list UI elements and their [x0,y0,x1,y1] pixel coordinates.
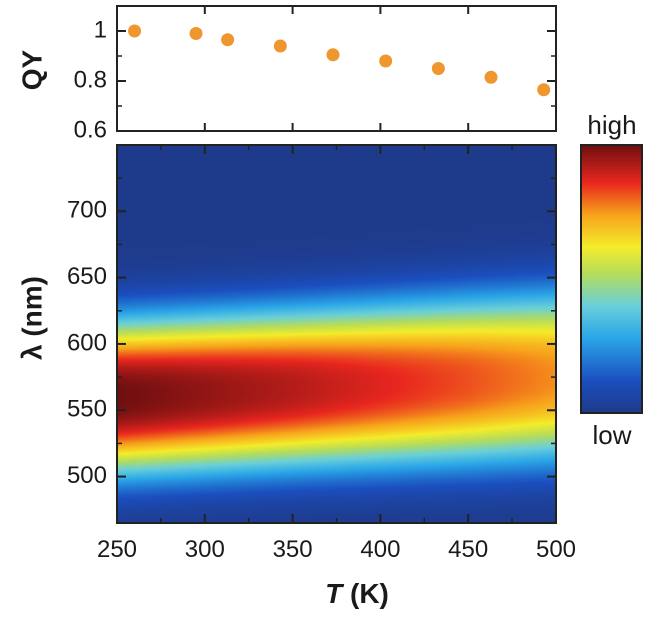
qy-data-point [537,83,551,97]
qy-plot-frame [116,5,557,132]
heatmap-y-ticks: 500 550 600 650 700 [67,177,556,489]
colorbar-high-label: high [587,110,636,140]
x-axis-variable: T [325,578,345,609]
qy-data-point [189,27,203,40]
colorbar: high low [580,110,643,450]
colorbar-low-label: low [592,420,631,450]
qy-points [128,24,551,97]
heatmap-x-tick-label: 500 [536,536,576,563]
qy-data-point [273,39,287,53]
heatmap-y-tick-label: 500 [67,462,107,489]
qy-panel: 0.6 0.8 1 QY [16,5,557,143]
colorbar-gradient [580,144,643,414]
heatmap-x-tick-label: 450 [448,536,488,563]
heatmap-y-tick-label: 550 [67,396,107,423]
qy-data-point [484,70,498,84]
qy-data-point [221,33,235,47]
qy-data-point [431,62,445,75]
qy-y-axis-title: QY [16,49,47,90]
qy-data-point [379,54,393,68]
heatmap-x-tick-label: 250 [97,536,137,563]
heatmap-x-tick-label: 350 [273,536,313,563]
heatmap-y-tick-label: 700 [67,197,107,224]
qy-y-tick-label: 1 [94,16,107,43]
emission-heatmap [117,145,556,523]
heatmap-y-axis-title: λ (nm) [16,276,47,360]
heatmap-x-axis-title: T (K) [325,578,389,609]
heatmap-x-tick-label: 400 [360,536,400,563]
heatmap-y-tick-label: 650 [67,263,107,290]
heatmap-x-ticks: 250 300 350 400 450 500 [97,145,576,563]
emission-panel: 250 300 350 400 450 500 500 550 600 650 700 λ (nm… [16,144,576,609]
heatmap-image-container [117,145,556,523]
x-axis-unit: (K) [350,578,389,609]
qy-data-point [128,24,142,38]
heatmap-x-tick-label: 300 [185,536,225,563]
heatmap-y-tick-label: 600 [67,329,107,356]
qy-y-tick-label: 0.8 [74,66,107,93]
qy-y-ticks: 0.6 0.8 1 [74,6,557,143]
qy-data-point [326,48,340,62]
qy-y-tick-label: 0.6 [74,116,107,143]
